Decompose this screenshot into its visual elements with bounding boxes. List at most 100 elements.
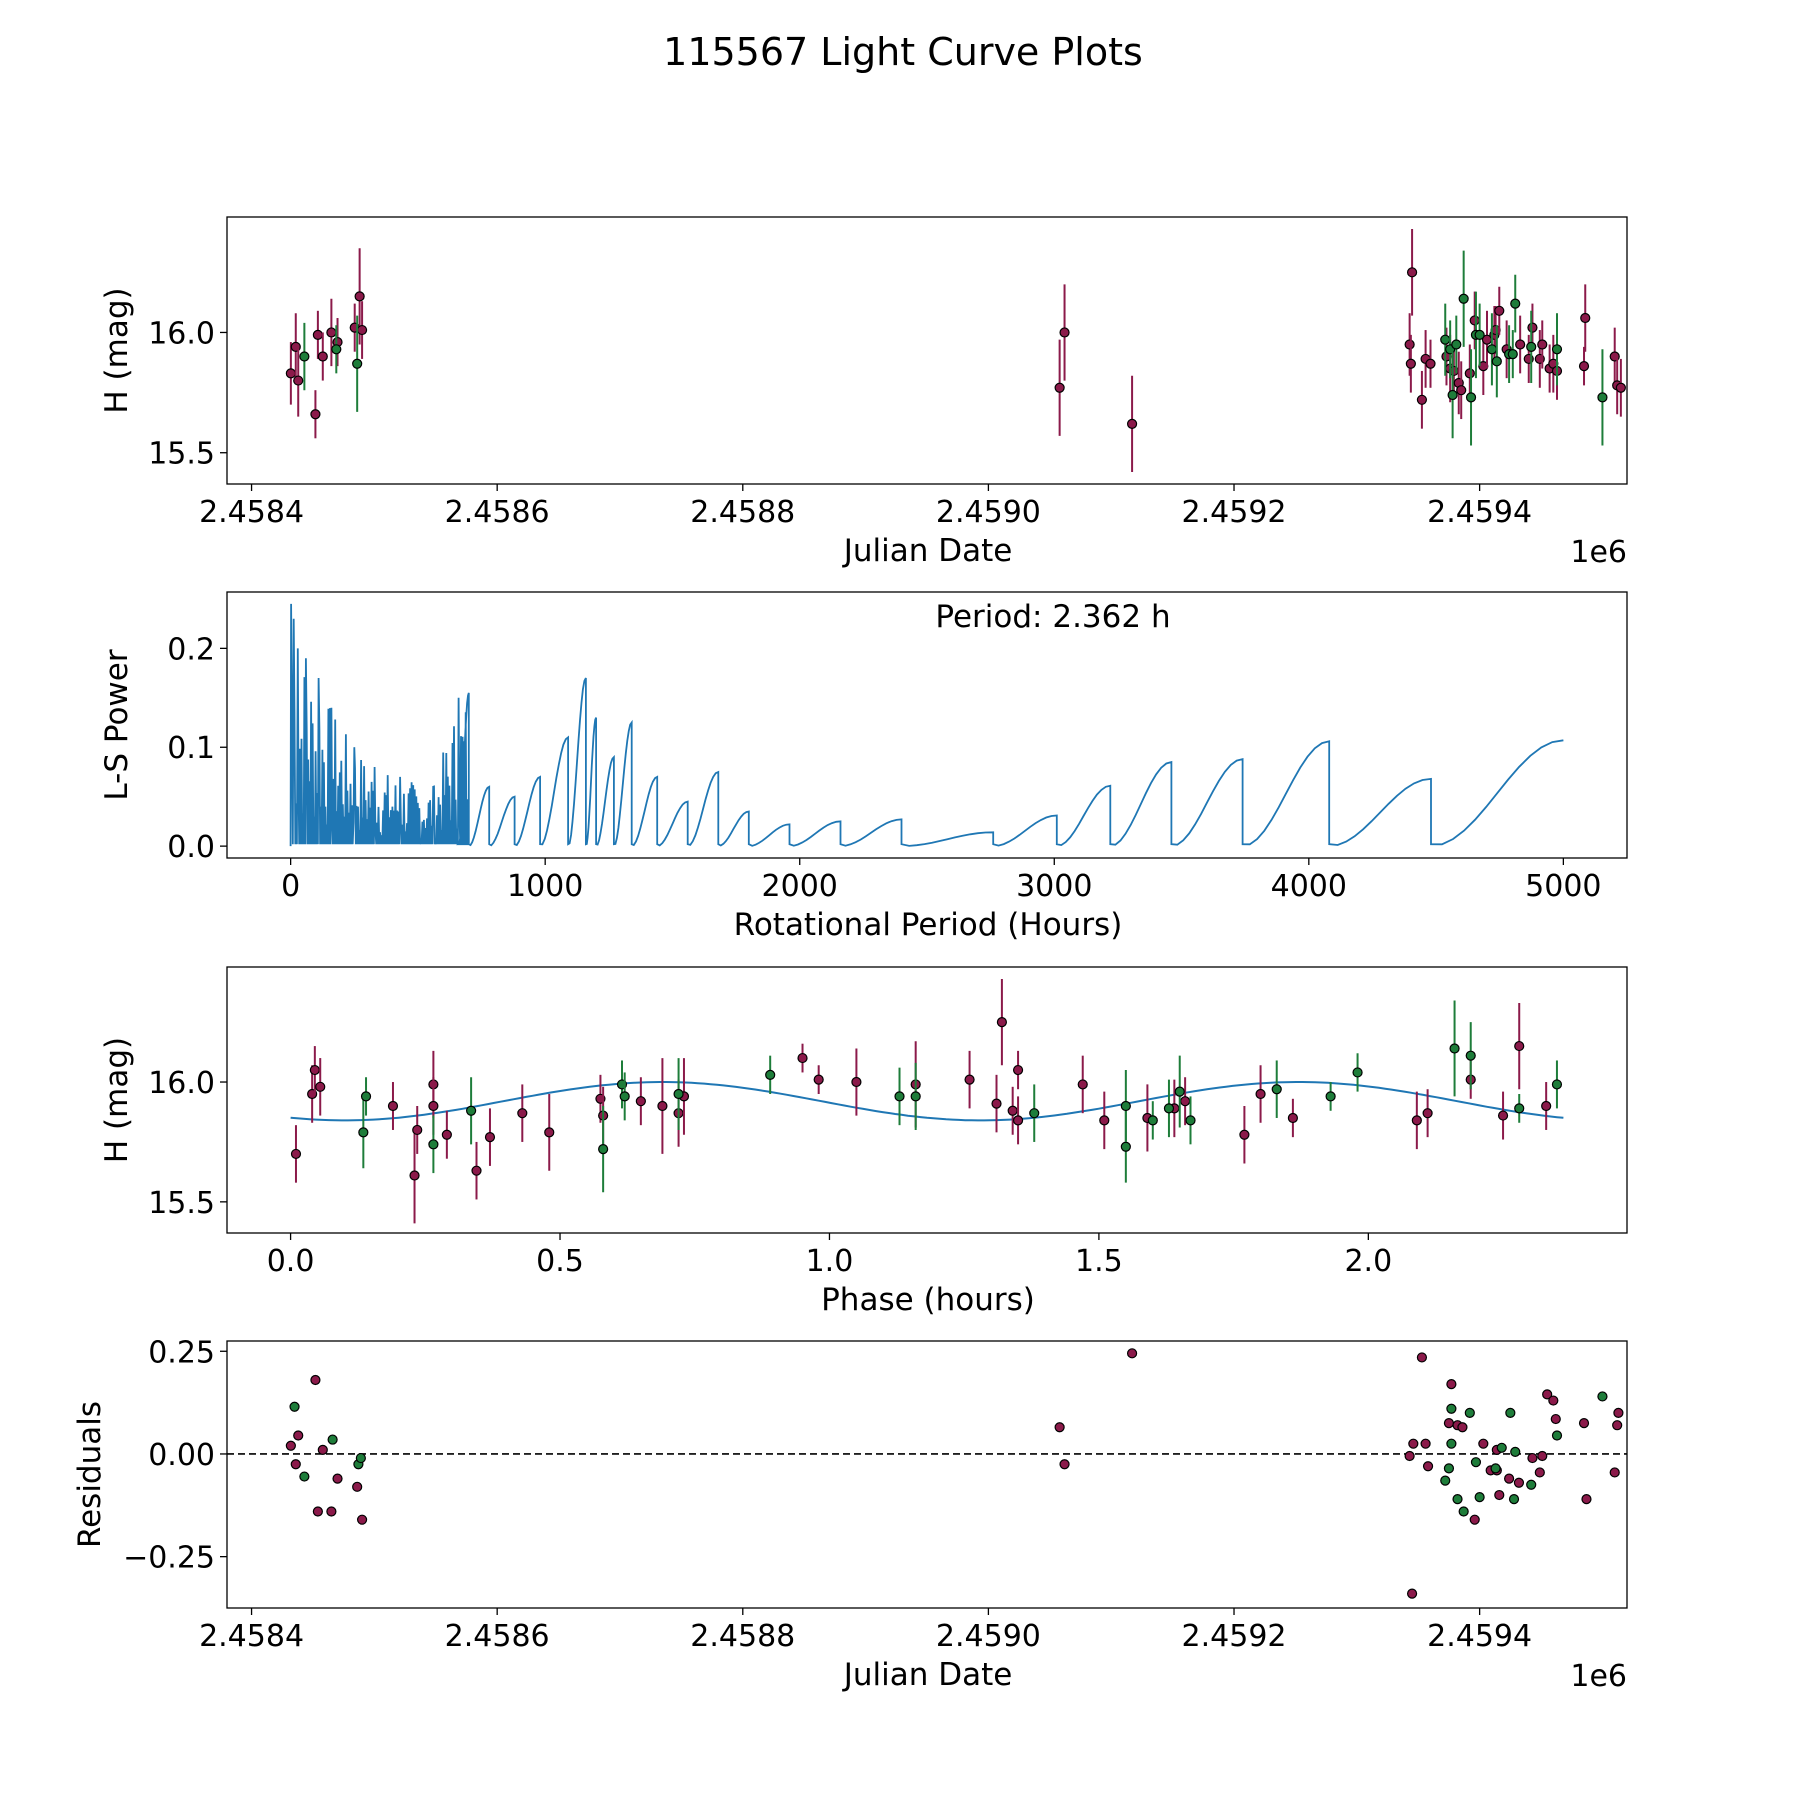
data-point-band-2	[1465, 392, 1477, 403]
x-axis-label: Julian Date	[842, 1657, 1013, 1693]
data-point-band-1	[352, 1481, 363, 1492]
data-point-band-2	[1443, 1463, 1455, 1474]
data-point-band-2	[1452, 1494, 1463, 1505]
data-point-band-1	[991, 1098, 1002, 1109]
data-point-band-1	[1581, 1494, 1592, 1505]
data-point-band-2	[289, 1401, 300, 1412]
data-point-band-2	[1029, 1108, 1040, 1119]
lightcurve-frame	[226, 216, 1628, 485]
data-point-band-2	[1464, 1407, 1475, 1418]
x-tick-label: 2.4586	[445, 1619, 550, 1654]
data-point-band-1	[1012, 1064, 1024, 1076]
x-offset-label: 1e6	[1570, 535, 1627, 570]
data-point-band-1	[1537, 339, 1548, 350]
data-point-band-1	[484, 1132, 496, 1143]
y-tick-label: 0.1	[167, 731, 215, 766]
data-point-band-2	[1474, 1491, 1485, 1503]
y-tick-label: 15.5	[148, 1186, 215, 1221]
data-point-band-1	[1012, 1115, 1024, 1126]
data-point-band-2	[1163, 1103, 1175, 1114]
data-point-band-2	[598, 1144, 609, 1155]
data-point-band-2	[466, 1105, 477, 1116]
data-point-band-1	[1059, 327, 1070, 338]
data-point-band-1	[1405, 358, 1416, 369]
data-point-band-2	[355, 1452, 366, 1464]
figure-title: 115567 Light Curve Plots	[663, 30, 1143, 74]
data-point-band-1	[544, 1127, 555, 1138]
data-point-band-1	[964, 1074, 975, 1085]
data-point-band-1	[290, 1459, 301, 1470]
data-point-band-1	[326, 1506, 337, 1517]
x-tick-label: 2.4588	[690, 1619, 795, 1654]
x-tick-label: 0.5	[536, 1244, 584, 1279]
data-point-band-1	[1411, 1115, 1422, 1126]
data-point-band-1	[1059, 1459, 1070, 1470]
phased-frame	[226, 966, 1628, 1234]
y-tick-label: 0.2	[167, 632, 215, 667]
data-point-band-1	[1534, 1467, 1545, 1478]
data-point-band-1	[1497, 1110, 1509, 1121]
data-point-band-2	[1551, 344, 1563, 355]
x-tick-label: 1.0	[806, 1244, 854, 1279]
data-point-band-1	[1537, 1450, 1548, 1462]
phased-panel: 0.0 0.5 1.0 1.5 2.0 15.5 16.0 Phase (hours) H (m…	[99, 966, 1628, 1318]
data-point-band-1	[326, 327, 337, 338]
data-point-band-1	[315, 1081, 326, 1092]
data-point-band-1	[317, 1444, 328, 1455]
data-point-band-1	[851, 1076, 862, 1088]
x-tick-label: 2.0	[1344, 1244, 1392, 1279]
data-point-band-2	[619, 1091, 630, 1102]
data-point-band-2	[1465, 1050, 1476, 1061]
residuals-plot-area	[227, 1348, 1627, 1599]
data-point-band-1	[1416, 394, 1428, 405]
data-point-band-1	[356, 324, 368, 336]
data-point-band-2	[1449, 1043, 1460, 1054]
data-point-band-1	[1527, 1452, 1538, 1464]
data-point-band-2	[1325, 1091, 1336, 1102]
data-point-band-2	[1551, 1079, 1563, 1090]
y-axis-label: Residuals	[72, 1401, 108, 1548]
data-point-band-1	[1404, 339, 1415, 350]
model-fit-curve	[290, 1081, 1564, 1122]
data-point-band-1	[387, 1100, 399, 1112]
data-point-band-2	[327, 1434, 338, 1445]
data-point-band-2	[1597, 392, 1608, 403]
lightcurve-panel: 2.4584 2.4586 2.4588 2.4590 2.4592 2.4594 15.5…	[99, 216, 1628, 570]
data-point-band-1	[312, 1506, 323, 1517]
x-tick-label: 2.4588	[690, 495, 795, 530]
periodogram-panel: 0 1000 2000 3000 4000 5000 0.0 0.1 0.2 Rotational…	[99, 591, 1628, 943]
data-point-band-2	[1174, 1086, 1185, 1097]
lightcurve-plot-area	[285, 229, 1626, 472]
data-point-band-1	[312, 329, 323, 340]
data-point-band-1	[1464, 368, 1475, 379]
data-point-band-1	[1457, 1422, 1468, 1433]
x-axis-label: Julian Date	[842, 533, 1013, 569]
data-point-band-1	[1099, 1115, 1110, 1126]
data-point-band-1	[1077, 1079, 1088, 1090]
x-tick-label: 1000	[507, 869, 583, 904]
data-point-band-1	[471, 1165, 482, 1176]
data-point-band-1	[1422, 1108, 1433, 1119]
data-point-band-2	[1505, 1407, 1516, 1418]
data-point-band-1	[317, 351, 328, 362]
x-tick-label: 3000	[1016, 869, 1092, 904]
data-point-band-2	[331, 344, 342, 355]
data-point-band-1	[1469, 315, 1480, 326]
y-tick-label: −0.25	[123, 1541, 215, 1576]
data-point-band-2	[299, 351, 310, 362]
data-point-band-1	[293, 375, 304, 386]
data-point-band-1	[1548, 1395, 1559, 1406]
data-point-band-1	[1239, 1129, 1250, 1140]
data-point-band-1	[428, 1100, 439, 1112]
x-axis-label: Rotational Period (Hours)	[734, 907, 1123, 943]
data-point-band-1	[1406, 1588, 1418, 1599]
data-point-band-2	[1451, 339, 1462, 350]
data-point-band-2	[1507, 349, 1518, 360]
y-axis-label: H (mag)	[99, 1037, 135, 1163]
x-tick-label: 4000	[1271, 869, 1347, 904]
residuals-frame	[226, 1340, 1628, 1609]
data-point-band-2	[1120, 1141, 1131, 1152]
data-point-band-1	[1287, 1112, 1298, 1124]
periodogram-frame	[226, 591, 1628, 859]
data-point-band-1	[1126, 1348, 1138, 1359]
